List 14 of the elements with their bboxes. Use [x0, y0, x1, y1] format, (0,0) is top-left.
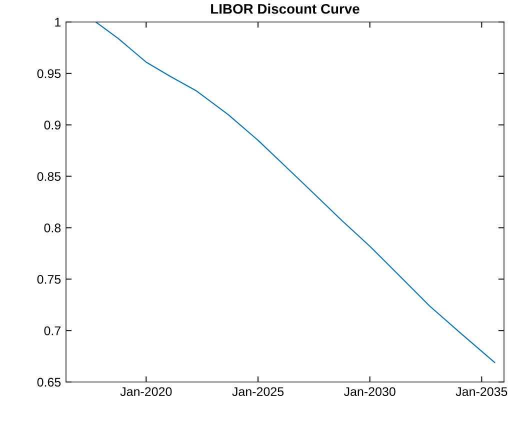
- y-tick-label: 1: [55, 18, 61, 27]
- y-tick-label: 0.65: [37, 378, 61, 387]
- line-series: [95, 22, 496, 364]
- x-tick-label: Jan-2025: [232, 387, 284, 396]
- y-tick-label: 0.8: [44, 224, 61, 232]
- x-tick-label: Jan-2030: [344, 387, 396, 396]
- y-tick-label: 0.7: [44, 326, 61, 336]
- chart-title: LIBOR Discount Curve: [211, 4, 360, 14]
- x-tick-label: Jan-2020: [120, 387, 172, 396]
- x-tick-label: Jan-2035: [456, 387, 508, 396]
- y-tick-label: 0.85: [37, 172, 61, 181]
- y-tick-label: 0.75: [37, 274, 61, 284]
- y-tick-label: 0.9: [44, 120, 61, 130]
- y-tick-label: 0.95: [37, 69, 61, 78]
